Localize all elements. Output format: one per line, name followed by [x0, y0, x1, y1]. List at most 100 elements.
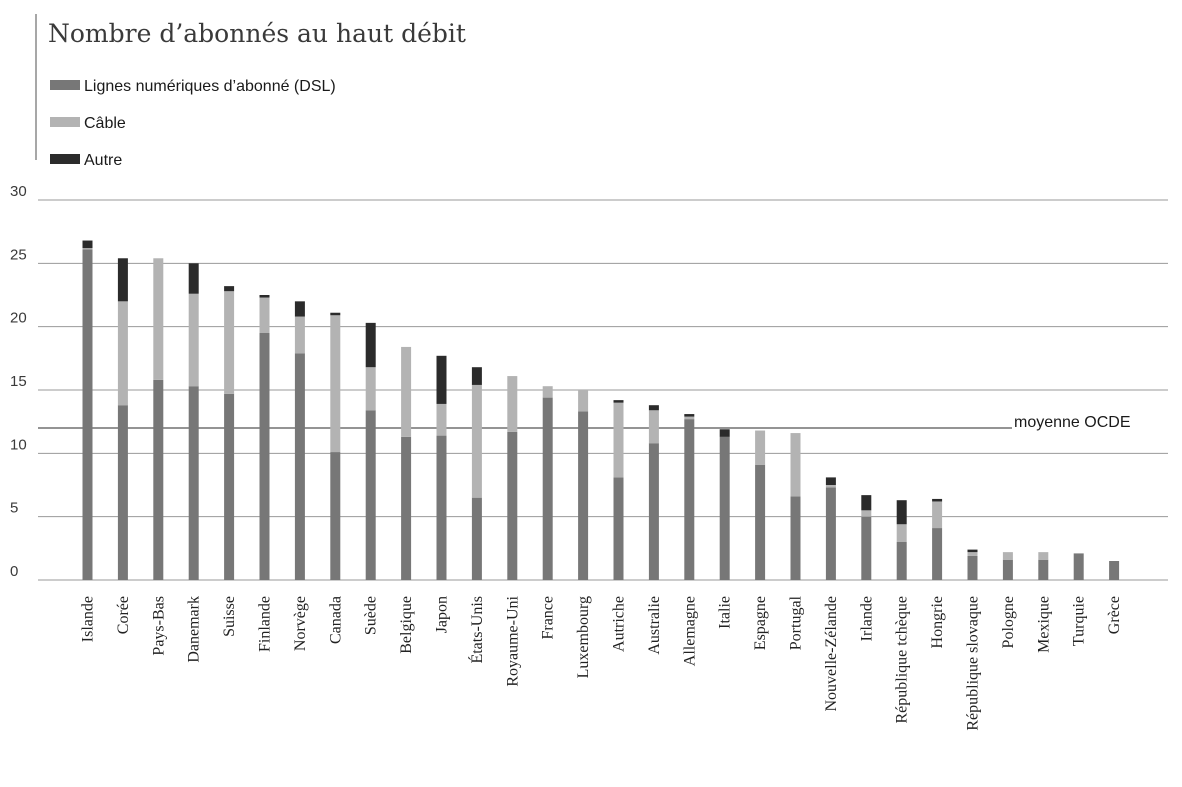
- x-category-label: Danemark: [186, 596, 203, 663]
- bar-segment-dsl: [259, 333, 270, 580]
- bar-segment-other: [294, 301, 305, 317]
- bar-segment-cable: [294, 316, 305, 354]
- x-category-label: Pays-Bas: [150, 596, 167, 656]
- bar-segment-cable: [259, 297, 270, 333]
- bar-segment-cable: [401, 346, 412, 437]
- x-category-label: Grèce: [1106, 596, 1123, 634]
- x-category-label: États-Unis: [467, 596, 486, 664]
- average-line-group: moyenne OCDE: [38, 414, 1131, 431]
- bar-segment-dsl: [365, 410, 376, 580]
- y-tick-label: 5: [10, 500, 18, 517]
- bar-segment-other: [613, 400, 624, 403]
- x-category-label: Italie: [717, 596, 734, 629]
- bar-segment-other: [259, 295, 270, 298]
- x-category-label: Luxembourg: [575, 596, 592, 678]
- bar-segment-cable: [825, 485, 836, 488]
- x-category-label: Irlande: [858, 596, 875, 641]
- bar-segment-dsl: [967, 555, 978, 580]
- bar-segment-dsl: [648, 443, 659, 580]
- bar-segment-other: [471, 367, 482, 385]
- x-category-label: Portugal: [788, 595, 805, 650]
- bar-segment-dsl: [755, 464, 766, 580]
- x-axis-labels: Islande Corée Pays-Bas Danemark Suisse Finlan…: [80, 595, 1124, 730]
- bar-segment-cable: [932, 501, 943, 529]
- x-category-label: Norvège: [292, 596, 309, 651]
- x-category-label: Mexique: [1035, 596, 1052, 653]
- bar-segment-dsl: [436, 435, 447, 580]
- bar-segment-cable: [507, 376, 518, 432]
- bar-segment-other: [117, 258, 128, 302]
- bar-segment-cable: [153, 258, 164, 380]
- bar-segment-other: [224, 286, 235, 292]
- x-category-label: Turquie: [1071, 596, 1088, 646]
- bar-segment-cable: [188, 293, 199, 387]
- x-category-label: Belgique: [398, 596, 415, 654]
- x-category-label: Corée: [115, 596, 132, 634]
- legend-label-other: Autre: [84, 152, 122, 169]
- bar-segment-other: [719, 429, 730, 437]
- bar-segment-other: [825, 477, 836, 485]
- bar-segment-other: [932, 498, 943, 502]
- legend-swatch-other: [50, 154, 80, 164]
- y-tick-label: 10: [10, 436, 27, 453]
- bar-segment-cable: [436, 403, 447, 436]
- bar-segment-dsl: [932, 528, 943, 580]
- x-category-label: France: [540, 596, 557, 640]
- x-category-label: République slovaque: [965, 596, 982, 731]
- bar-segment-other: [648, 405, 659, 411]
- bar-segment-dsl: [578, 411, 589, 580]
- y-tick-label: 0: [10, 563, 18, 580]
- bars: [82, 240, 1120, 580]
- y-tick-label: 20: [10, 310, 27, 327]
- bar-segment-cable: [471, 384, 482, 498]
- bar-segment-dsl: [684, 419, 695, 580]
- bar-segment-dsl: [471, 497, 482, 580]
- grid: 0 5 10 15 20 25 30: [10, 183, 1168, 581]
- bar-segment-dsl: [1038, 559, 1049, 580]
- bar-segment-cable: [790, 433, 801, 497]
- bar-segment-dsl: [330, 452, 341, 580]
- bar-segment-other: [330, 312, 341, 316]
- x-category-label: République tchèque: [894, 596, 911, 724]
- bar-segment-cable: [542, 386, 553, 398]
- bar-segment-dsl: [542, 397, 553, 580]
- bar-segment-cable: [648, 410, 659, 444]
- bar-segment-dsl: [790, 496, 801, 580]
- legend-label-cable: Câble: [84, 115, 126, 132]
- x-category-label: Royaume-Uni: [504, 595, 521, 686]
- x-category-label: Japon: [434, 596, 451, 633]
- bar-segment-cable: [613, 402, 624, 478]
- chart-title: Nombre d’abonnés au haut débit: [48, 19, 466, 48]
- x-category-label: Suisse: [221, 596, 238, 637]
- x-category-label: Suède: [363, 596, 380, 635]
- bar-segment-dsl: [153, 379, 164, 580]
- x-category-label: Espagne: [752, 596, 769, 650]
- bar-segment-other: [861, 495, 872, 511]
- bar-segment-dsl: [1073, 553, 1084, 580]
- bar-segment-cable: [684, 416, 695, 420]
- bar-segment-dsl: [117, 405, 128, 580]
- bar-segment-dsl: [1109, 561, 1120, 580]
- bar-segment-dsl: [82, 249, 93, 580]
- x-category-label: Islande: [80, 596, 97, 642]
- bar-segment-cable: [365, 367, 376, 411]
- x-category-label: Finlande: [257, 596, 274, 652]
- bar-segment-other: [188, 263, 199, 294]
- bar-segment-dsl: [507, 431, 518, 580]
- bar-segment-other: [82, 240, 93, 249]
- x-category-label: Allemagne: [681, 596, 698, 666]
- bar-segment-cable: [1038, 552, 1049, 560]
- bar-segment-dsl: [613, 477, 624, 580]
- bar-segment-cable: [117, 301, 128, 406]
- bar-segment-dsl: [825, 487, 836, 580]
- legend-swatch-dsl: [50, 80, 80, 90]
- y-tick-label: 30: [10, 183, 27, 200]
- bar-segment-cable: [578, 390, 589, 412]
- average-label: moyenne OCDE: [1014, 414, 1131, 431]
- bar-segment-cable: [861, 510, 872, 517]
- x-category-label: Hongrie: [929, 596, 946, 648]
- bar-segment-dsl: [1002, 559, 1013, 580]
- y-tick-label: 25: [10, 246, 27, 263]
- bar-segment-other: [896, 500, 907, 525]
